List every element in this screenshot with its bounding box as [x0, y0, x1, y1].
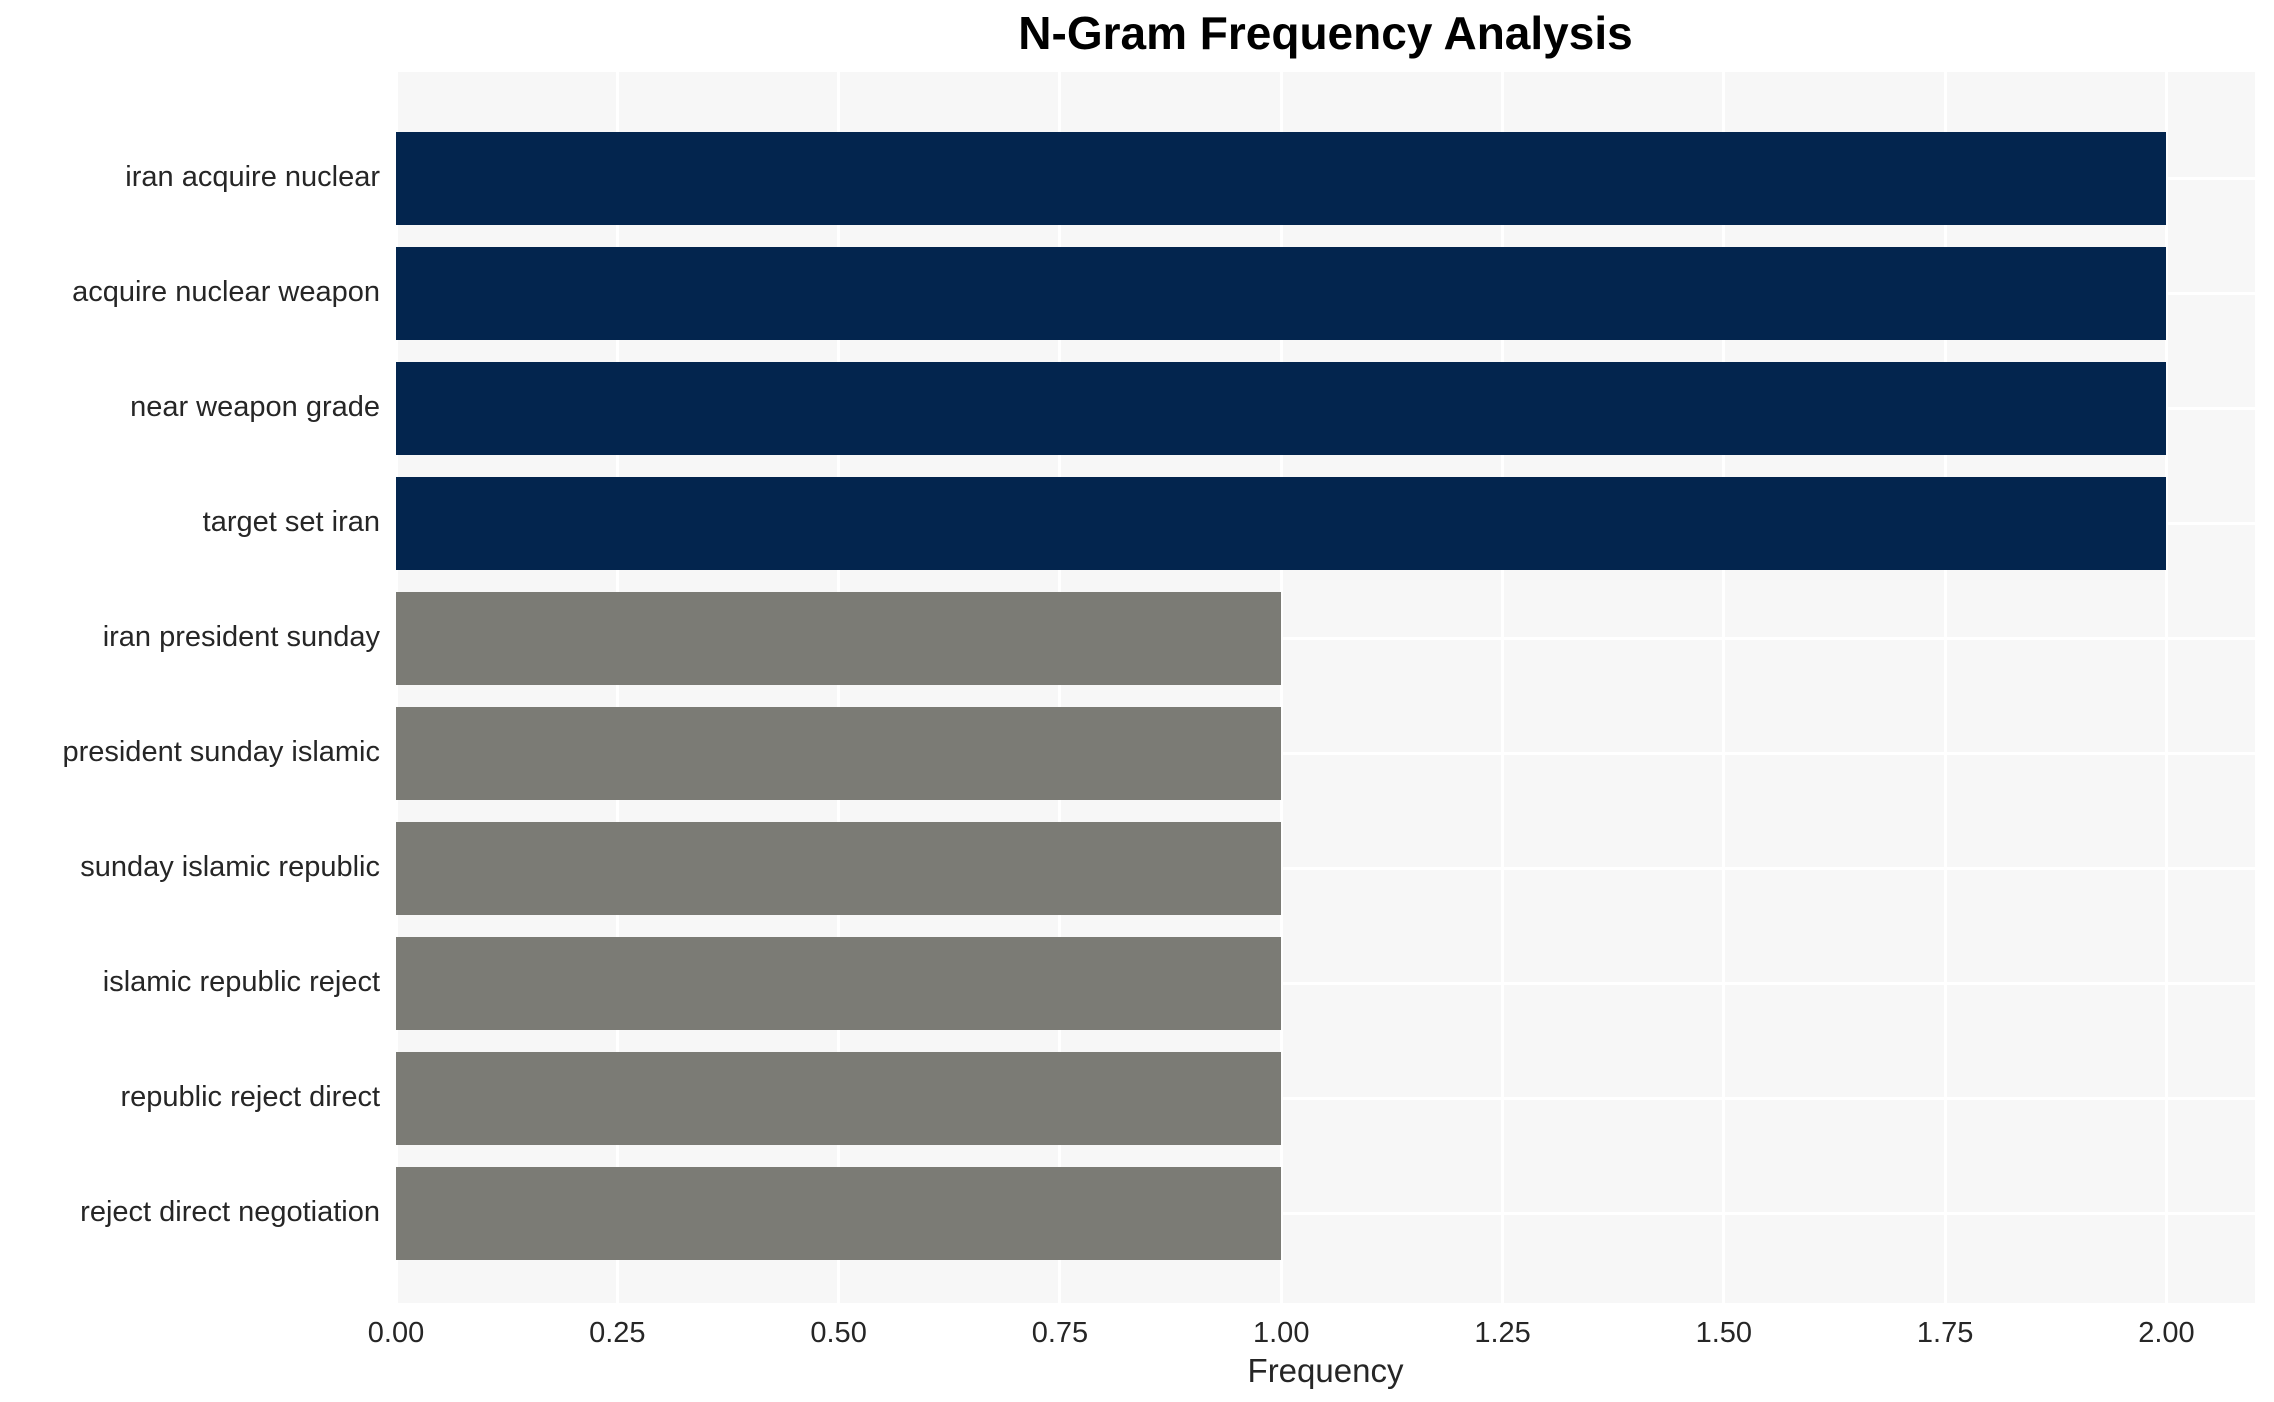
bar [396, 246, 2167, 340]
chart-title: N-Gram Frequency Analysis [1018, 7, 1633, 59]
horizontal-gridline [396, 636, 2255, 640]
x-tick-label: 0.50 [810, 1317, 867, 1349]
bar [396, 1051, 1282, 1145]
y-tick-label: republic reject direct [120, 1081, 381, 1113]
x-tick-label: 0.00 [367, 1317, 425, 1349]
y-tick-label: sunday islamic republic [80, 851, 380, 883]
y-tick-label: islamic republic reject [102, 966, 380, 998]
y-tick-label: acquire nuclear weapon [72, 276, 380, 308]
bar [396, 131, 2167, 225]
x-tick-label: 1.50 [1695, 1317, 1753, 1349]
vertical-gridline [615, 72, 619, 1303]
bar [396, 361, 2167, 455]
bar [396, 706, 1282, 800]
vertical-gridline [2164, 72, 2168, 1303]
y-tick-label: iran president sunday [102, 621, 380, 653]
vertical-gridline [1722, 72, 1726, 1303]
x-tick-label: 2.00 [2138, 1317, 2195, 1349]
x-axis-title: Frequency [1247, 1352, 1404, 1389]
y-tick-label: target set iran [202, 506, 380, 538]
vertical-gridline [394, 72, 398, 1303]
horizontal-gridline [396, 981, 2255, 985]
horizontal-gridline [396, 866, 2255, 870]
x-tick-label: 1.00 [1253, 1317, 1310, 1349]
y-tick-label: iran acquire nuclear [125, 161, 380, 193]
x-tick-label: 1.75 [1916, 1317, 1974, 1349]
x-tick-label: 0.75 [1031, 1317, 1089, 1349]
vertical-gridline [1058, 72, 1062, 1303]
bar [396, 821, 1282, 915]
bar [396, 591, 1282, 685]
vertical-gridline [1279, 72, 1283, 1303]
vertical-gridline [1943, 72, 1947, 1303]
y-tick-label: reject direct negotiation [80, 1196, 380, 1228]
y-tick-label: president sunday islamic [62, 736, 380, 768]
bar [396, 936, 1282, 1030]
horizontal-gridline [396, 1096, 2255, 1100]
bar [396, 1166, 1282, 1260]
bar [396, 476, 2167, 570]
plot-area [394, 72, 2255, 1303]
y-tick-label: near weapon grade [130, 391, 380, 423]
x-tick-label: 0.25 [589, 1317, 646, 1349]
x-tick-label: 1.25 [1474, 1317, 1531, 1349]
horizontal-gridline [396, 1211, 2255, 1215]
vertical-gridline [837, 72, 841, 1303]
horizontal-gridline [396, 751, 2255, 755]
vertical-gridline [1501, 72, 1505, 1303]
